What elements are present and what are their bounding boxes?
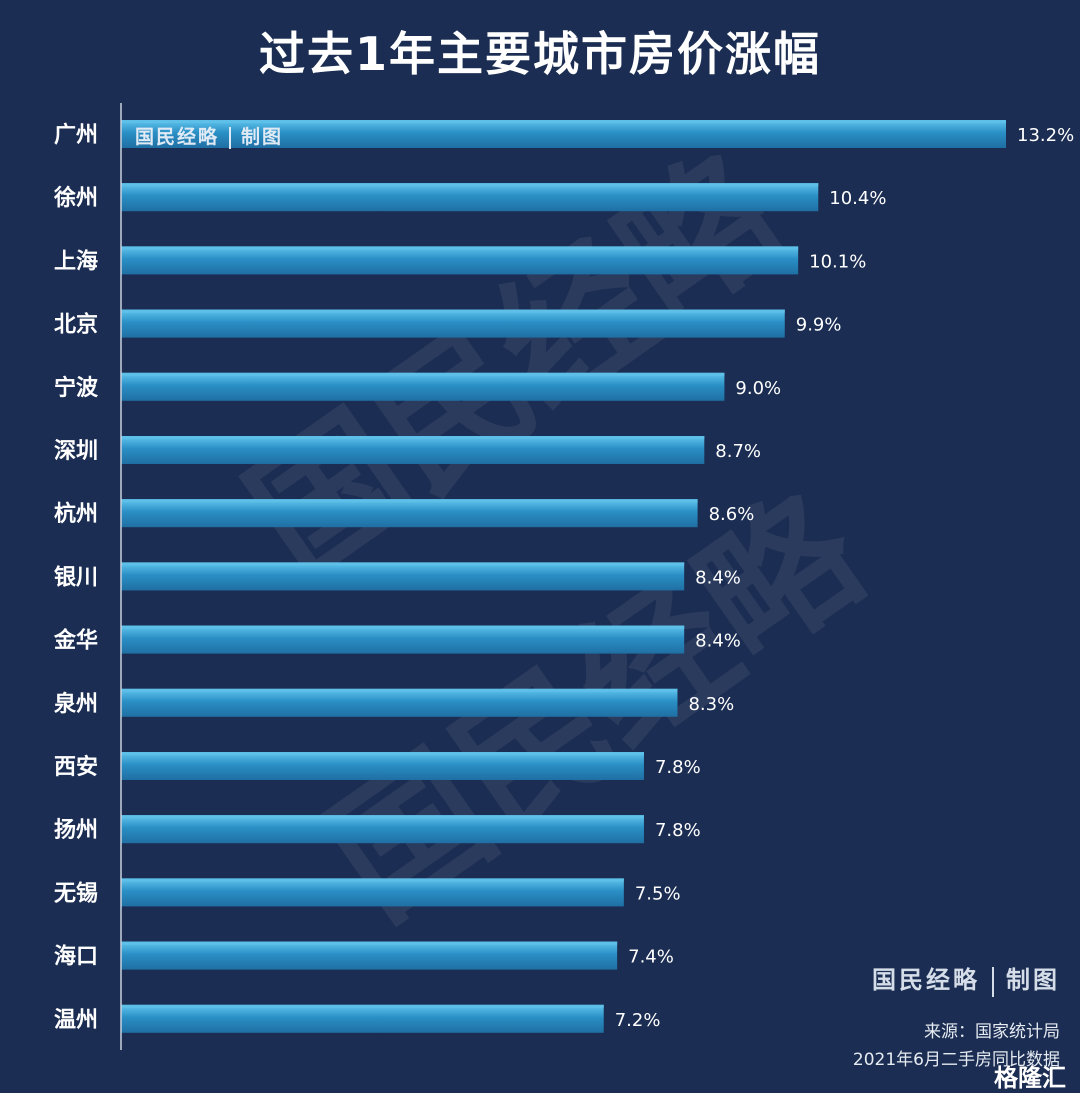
bar-highlight (121, 309, 785, 313)
value-label: 9.9% (796, 315, 842, 336)
inline-brand: 国民经略 制图 (135, 122, 283, 149)
category-label: 广州 (54, 122, 98, 148)
value-label: 7.2% (615, 1010, 661, 1031)
category-label: 无锡 (54, 881, 98, 906)
category-label: 宁波 (54, 375, 99, 401)
bar-银川 (121, 562, 685, 591)
bar-highlight (121, 625, 685, 629)
bar-徐州 (121, 183, 819, 212)
bar-highlight (121, 183, 819, 187)
bar-海口 (121, 941, 618, 970)
bar-highlight (121, 941, 618, 945)
category-label: 银川 (54, 565, 98, 590)
value-label: 8.6% (709, 504, 755, 525)
bar-highlight (121, 372, 725, 376)
value-label: 7.4% (628, 947, 674, 968)
value-label: 7.8% (655, 820, 701, 841)
category-label: 深圳 (54, 439, 98, 464)
bar-温州 (121, 1004, 604, 1033)
category-label: 上海 (54, 248, 98, 274)
category-label: 扬州 (54, 818, 98, 843)
bar-杭州 (121, 499, 698, 528)
category-label: 海口 (54, 944, 98, 970)
brand-divider (992, 966, 994, 997)
category-label: 北京 (54, 312, 98, 338)
value-label: 7.5% (635, 883, 681, 904)
brand-name: 国民经略 (872, 965, 980, 994)
bar-西安 (121, 752, 644, 780)
bar-广州 (121, 120, 1006, 148)
bar-highlight (121, 752, 644, 755)
brand-suffix: 制图 (1006, 965, 1060, 994)
bar-highlight (121, 562, 685, 566)
bar-highlight (121, 120, 1006, 123)
value-label: 10.1% (809, 251, 866, 272)
chart-title: 过去1年主要城市房价涨幅 (258, 27, 821, 81)
brand-mark: 国民经略 制图 (872, 960, 1060, 997)
corner-logo: 格隆汇 (994, 1064, 1066, 1092)
bar-深圳 (121, 436, 705, 464)
value-label: 8.4% (695, 567, 741, 588)
source-note: 来源：国家统计局 (924, 1022, 1060, 1042)
bar-highlight (121, 436, 705, 439)
inline-brand-name: 国民经略 (135, 126, 220, 148)
bar-宁波 (121, 372, 725, 401)
category-label: 徐州 (53, 185, 98, 211)
category-label: 杭州 (54, 501, 98, 527)
value-label: 13.2% (1017, 125, 1074, 146)
inline-brand-divider (229, 127, 232, 149)
category-label: 金华 (53, 628, 98, 654)
value-label: 8.3% (688, 694, 734, 715)
bar-扬州 (121, 815, 644, 844)
data-note: 2021年6月二手房同比数据 (852, 1050, 1060, 1070)
category-label: 泉州 (54, 691, 98, 717)
value-label: 10.4% (829, 188, 886, 209)
value-label: 8.7% (715, 441, 761, 462)
value-label: 7.8% (655, 757, 701, 778)
bar-highlight (121, 1004, 604, 1008)
value-label: 8.4% (695, 631, 741, 652)
bar-金华 (121, 625, 685, 654)
bar-泉州 (121, 688, 678, 717)
bar-highlight (121, 688, 678, 692)
bar-highlight (121, 878, 624, 882)
bar-highlight (121, 815, 644, 819)
bar-上海 (121, 246, 799, 275)
bar-无锡 (121, 878, 624, 907)
bar-北京 (121, 309, 785, 338)
bar-highlight (121, 246, 799, 250)
category-label: 西安 (54, 754, 98, 780)
bar-highlight (121, 499, 698, 503)
category-label: 温州 (54, 1008, 98, 1033)
inline-brand-suffix: 制图 (241, 126, 284, 148)
value-label: 9.0% (735, 378, 781, 399)
